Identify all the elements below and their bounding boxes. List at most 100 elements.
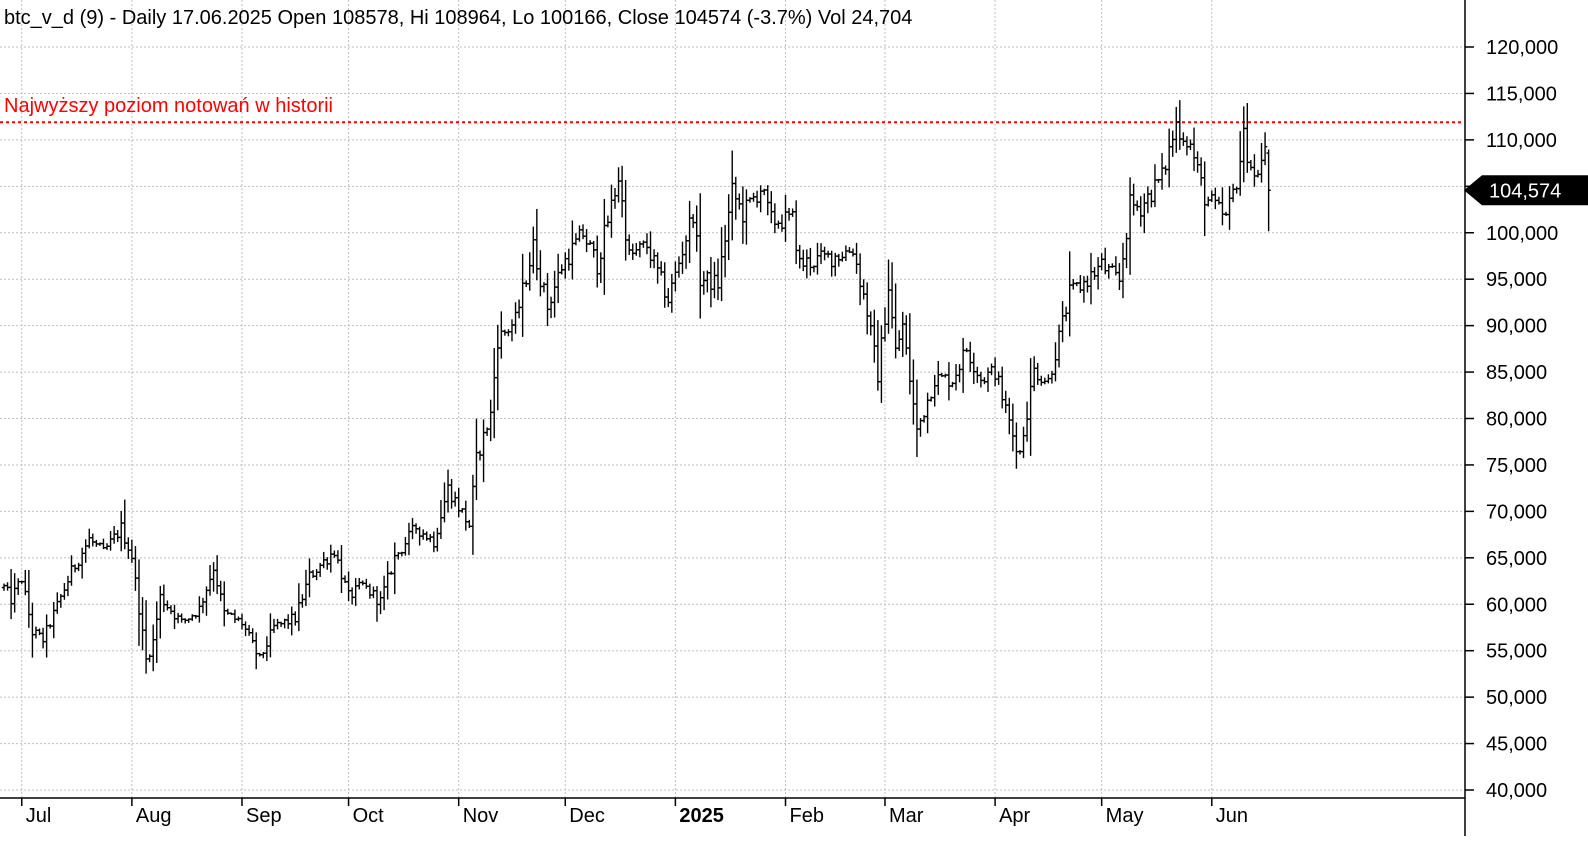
price-bar bbox=[1007, 397, 1012, 435]
x-tick-label: Jul bbox=[26, 805, 52, 827]
y-tick-label: 85,000 bbox=[1486, 362, 1547, 384]
price-bar bbox=[563, 252, 568, 279]
price-bar bbox=[474, 418, 479, 501]
price-bar bbox=[815, 242, 820, 275]
price-bar bbox=[1220, 187, 1225, 226]
y-tick-label: 75,000 bbox=[1486, 455, 1547, 477]
price-bar bbox=[552, 270, 557, 318]
price-bar bbox=[126, 537, 131, 559]
price-bar bbox=[1227, 186, 1232, 230]
price-bar bbox=[662, 262, 667, 308]
price-bar bbox=[364, 578, 369, 589]
price-bar bbox=[513, 302, 518, 334]
price-bar bbox=[111, 526, 117, 544]
price-bar bbox=[769, 191, 774, 224]
price-bar bbox=[1071, 279, 1076, 290]
x-tick-label: May bbox=[1106, 805, 1144, 827]
price-bar bbox=[150, 624, 156, 672]
price-bar bbox=[509, 319, 515, 342]
price-bar bbox=[886, 259, 891, 334]
price-bar bbox=[818, 243, 824, 265]
price-bar bbox=[1120, 242, 1126, 299]
price-bar bbox=[1049, 370, 1055, 384]
price-bar bbox=[999, 366, 1005, 409]
price-bar bbox=[76, 562, 81, 572]
price-bar bbox=[1184, 136, 1190, 156]
price-bar bbox=[30, 602, 35, 658]
price-bar bbox=[1241, 106, 1246, 183]
price-bar bbox=[957, 364, 962, 383]
price-bar bbox=[698, 193, 703, 319]
price-bar bbox=[960, 337, 966, 393]
price-bar bbox=[619, 165, 625, 218]
price-bar bbox=[349, 587, 355, 605]
price-bar bbox=[1252, 154, 1257, 187]
price-bar bbox=[1230, 183, 1236, 203]
price-bar bbox=[627, 234, 632, 255]
price-bar bbox=[701, 271, 707, 295]
price-bar bbox=[936, 360, 941, 395]
last-price-marker: 104,574 bbox=[1464, 175, 1588, 206]
price-bar bbox=[1145, 186, 1151, 214]
x-tick-label: Jun bbox=[1216, 805, 1248, 827]
price-bar bbox=[1266, 149, 1271, 232]
price-bar bbox=[1010, 403, 1016, 452]
price-bar bbox=[630, 243, 635, 260]
x-tick-label: Apr bbox=[999, 805, 1030, 827]
price-bar bbox=[1202, 161, 1207, 237]
price-bar bbox=[783, 194, 788, 242]
price-bar bbox=[520, 253, 525, 337]
price-bar bbox=[62, 583, 67, 600]
price-bar bbox=[616, 167, 621, 203]
price-bar bbox=[1191, 127, 1197, 172]
price-bar bbox=[140, 597, 145, 651]
price-bar bbox=[1159, 153, 1165, 190]
price-bar bbox=[548, 296, 554, 319]
price-bar bbox=[1131, 183, 1136, 216]
price-bar bbox=[175, 612, 181, 624]
price-bar bbox=[605, 215, 611, 228]
price-bar bbox=[982, 377, 987, 385]
price-bar bbox=[339, 545, 344, 594]
price-bar bbox=[1035, 362, 1040, 385]
price-bar bbox=[900, 311, 905, 357]
price-bar bbox=[378, 591, 383, 615]
price-bar bbox=[8, 568, 14, 620]
price-bar bbox=[90, 533, 96, 547]
price-bar bbox=[40, 627, 46, 649]
price-bar bbox=[854, 242, 859, 274]
price-bar bbox=[968, 341, 973, 372]
price-bar bbox=[1152, 164, 1158, 208]
price-bar bbox=[1262, 132, 1268, 166]
price-bar bbox=[673, 261, 678, 292]
price-bar bbox=[143, 600, 149, 674]
y-tick-label: 110,000 bbox=[1486, 130, 1557, 152]
y-tick-label: 50,000 bbox=[1486, 687, 1547, 709]
price-bar bbox=[1174, 106, 1179, 153]
price-bar bbox=[719, 227, 724, 302]
price-bar bbox=[808, 247, 813, 276]
price-bar bbox=[69, 555, 74, 586]
price-bar bbox=[801, 249, 806, 272]
price-bar bbox=[577, 225, 582, 242]
price-bar bbox=[730, 150, 735, 241]
price-bar bbox=[580, 224, 586, 240]
price-bar bbox=[712, 261, 717, 299]
price-bar bbox=[889, 262, 895, 329]
price-bar bbox=[239, 613, 245, 630]
price-bar bbox=[1003, 390, 1008, 414]
y-axis-ticks: 120,000115,000110,000105,000100,00095,00… bbox=[1465, 37, 1558, 802]
price-bar bbox=[65, 575, 71, 597]
price-bar bbox=[232, 609, 238, 624]
price-bar bbox=[950, 381, 955, 388]
price-bar bbox=[793, 200, 799, 265]
price-bar bbox=[765, 185, 770, 216]
price-bar bbox=[754, 190, 760, 208]
price-bar bbox=[179, 613, 184, 623]
price-bar bbox=[758, 185, 763, 213]
price-bar bbox=[1039, 375, 1044, 386]
price-bar bbox=[172, 604, 177, 630]
price-bar bbox=[612, 188, 618, 209]
